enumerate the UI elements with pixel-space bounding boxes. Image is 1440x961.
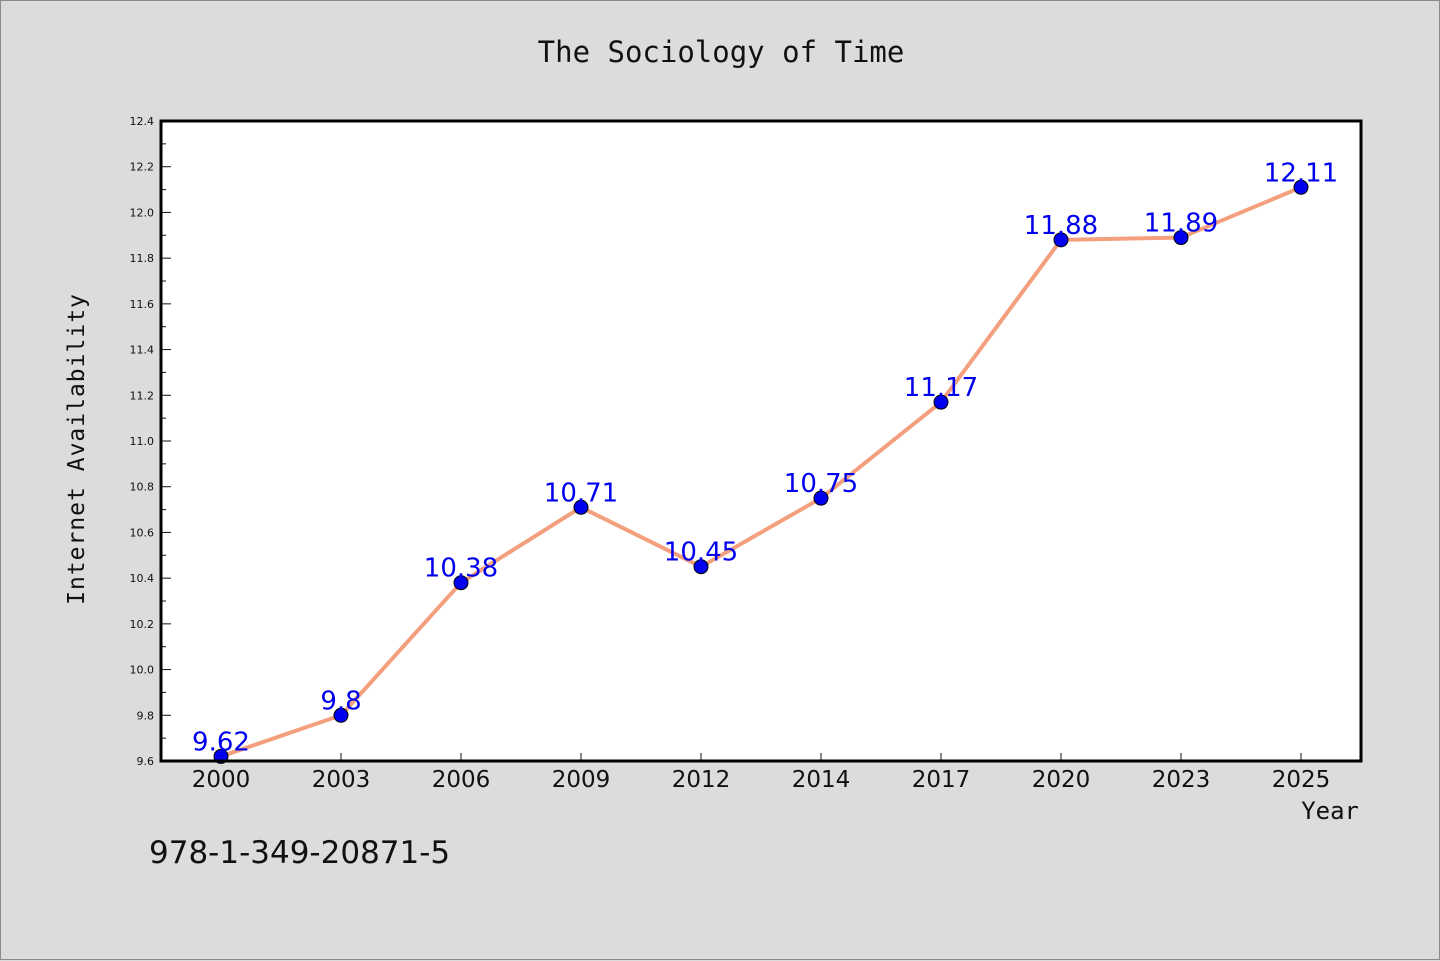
data-label: 10.71 (544, 478, 618, 508)
chart-title: The Sociology of Time (537, 35, 905, 69)
y-tick-label: 12.2 (130, 161, 155, 174)
data-point (813, 490, 829, 506)
y-tick-label: 11.6 (130, 298, 155, 311)
data-label: 9.62 (192, 727, 250, 757)
data-point (1293, 179, 1309, 195)
isbn-text: 978-1-349-20871-5 (149, 835, 451, 871)
data-label: 12.11 (1264, 158, 1338, 188)
data-label: 11.17 (904, 373, 978, 403)
data-point (1053, 232, 1069, 248)
data-label: 11.89 (1144, 209, 1218, 239)
data-point (573, 499, 589, 515)
y-tick-label: 11.0 (130, 435, 155, 448)
data-label: 9.8 (320, 686, 361, 716)
x-axis-label: Year (1301, 797, 1359, 825)
data-label: 10.38 (424, 554, 498, 584)
x-tick-label: 2009 (552, 767, 611, 793)
x-tick-label: 2003 (312, 767, 371, 793)
y-tick-label: 9.8 (137, 709, 155, 722)
data-point (453, 575, 469, 591)
y-tick-label: 9.6 (137, 755, 155, 768)
data-point (333, 707, 349, 723)
x-tick-label: 2012 (672, 767, 731, 793)
data-point (933, 394, 949, 410)
x-tick-label: 2000 (192, 767, 251, 793)
data-label: 10.75 (784, 469, 858, 499)
y-tick-label: 12.4 (130, 115, 155, 128)
y-tick-label: 12.0 (130, 206, 155, 219)
y-tick-label: 11.4 (130, 344, 155, 357)
plot-area (161, 121, 1361, 761)
y-tick-label: 10.8 (130, 481, 155, 494)
y-tick-label: 11.8 (130, 252, 155, 265)
data-point (693, 559, 709, 575)
y-tick-label: 10.2 (130, 618, 155, 631)
data-point (1173, 230, 1189, 246)
y-tick-label: 11.2 (130, 389, 155, 402)
x-tick-label: 2017 (912, 767, 971, 793)
data-label: 10.45 (664, 538, 738, 568)
y-tick-label: 10.4 (130, 572, 155, 585)
plot-frame (159, 119, 1363, 763)
x-tick-label: 2023 (1152, 767, 1211, 793)
x-tick-label: 2014 (792, 767, 851, 793)
series-line (219, 185, 1303, 759)
data-label: 11.88 (1024, 211, 1098, 241)
y-tick-label: 10.0 (130, 664, 155, 677)
x-tick-label: 2020 (1032, 767, 1091, 793)
y-tick-label: 10.6 (130, 526, 155, 539)
x-tick-label: 2025 (1272, 767, 1331, 793)
x-tick-label: 2006 (432, 767, 491, 793)
